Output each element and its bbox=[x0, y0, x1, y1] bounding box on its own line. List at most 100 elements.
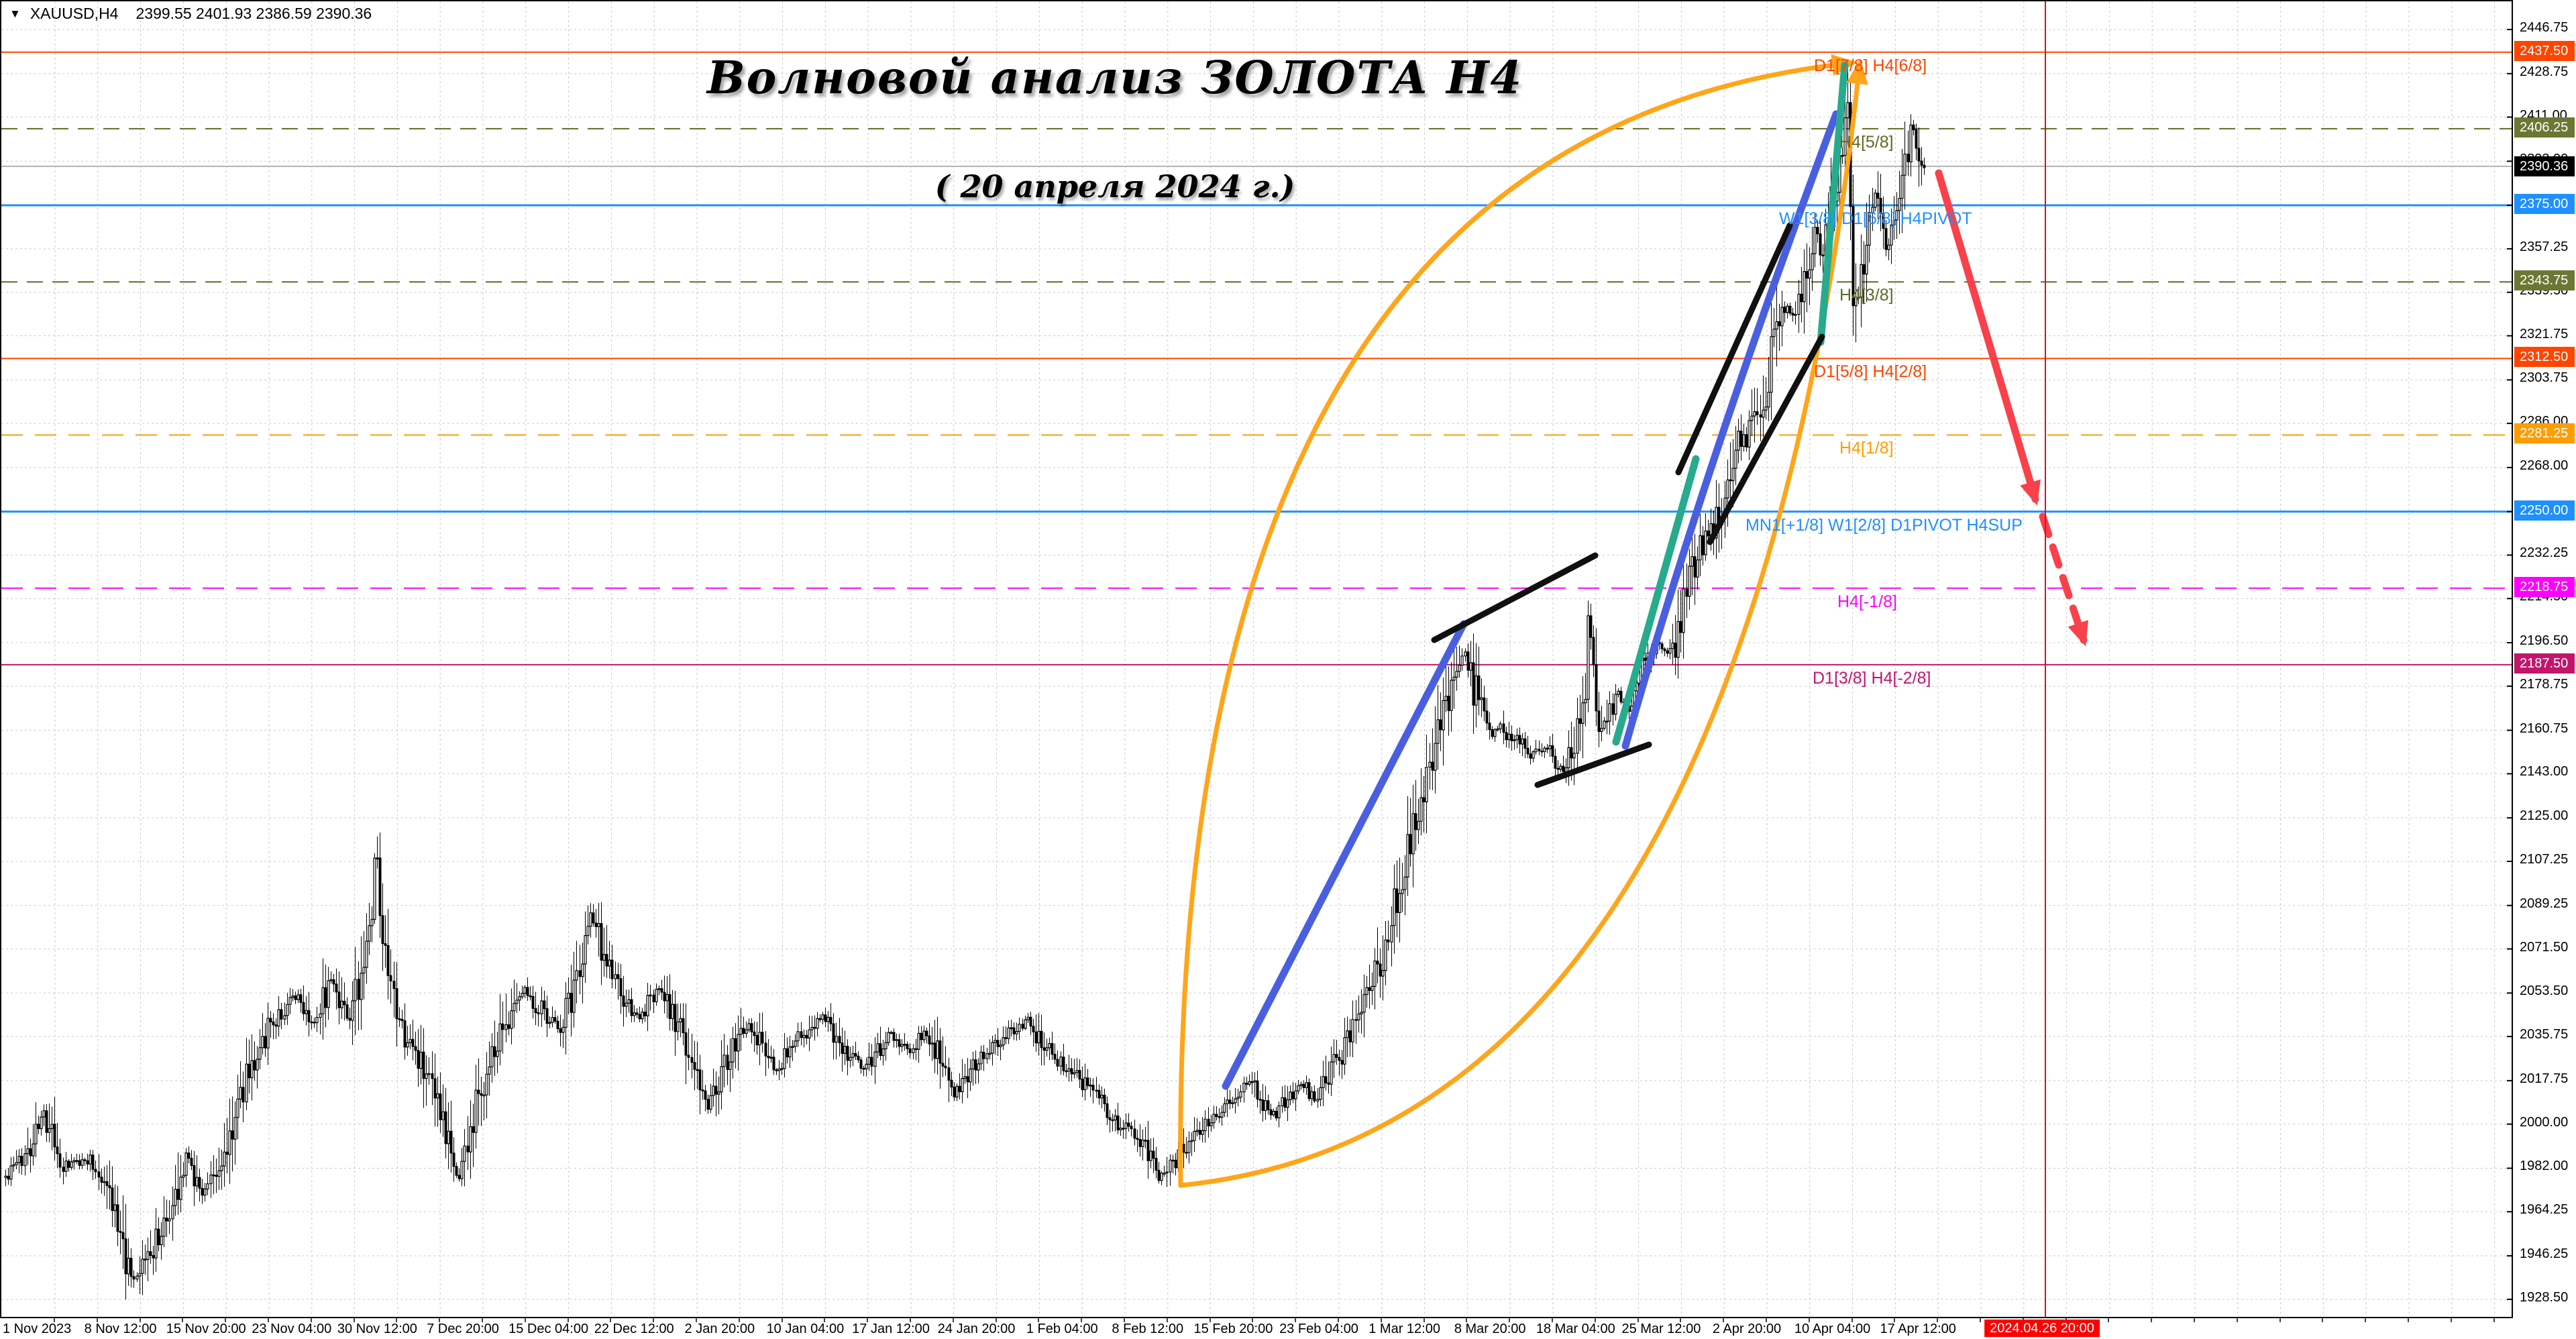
time-axis[interactable]: 1 Nov 2023 8 Nov 12:00 15 Nov 20:00 23 Nov … bbox=[0, 1318, 2576, 1339]
impulse-3-teal-high[interactable] bbox=[1817, 61, 1849, 346]
time-tick-label: 23 Feb 04:00 bbox=[1279, 1322, 1358, 1336]
candlestick-series bbox=[4, 66, 1926, 1300]
time-tick bbox=[1166, 1318, 1168, 1322]
wave-annotations[interactable] bbox=[1178, 1, 2089, 1318]
time-tick-label: 15 Dec 04:00 bbox=[508, 1322, 589, 1336]
symbol-dropdown-icon[interactable]: ▼ bbox=[9, 7, 21, 20]
price-level-badge: 2250.00 bbox=[2514, 500, 2575, 521]
price-tick-label: 2053.50 bbox=[2520, 983, 2569, 999]
ellipse-left-arc[interactable] bbox=[1178, 54, 1858, 1188]
price-tick-label: 2125.00 bbox=[2520, 808, 2569, 824]
price-tick-label: 2107.25 bbox=[2520, 851, 2569, 867]
level-label: D1[7/8] H4[6/8] bbox=[1814, 56, 1927, 75]
quote-line: ▼ XAUUSD,H4 2399.55 2401.93 2386.59 2390.3… bbox=[9, 5, 372, 23]
time-tick-label: 10 Apr 04:00 bbox=[1794, 1322, 1871, 1336]
time-tick-label: 7 Dec 20:00 bbox=[427, 1322, 499, 1336]
time-tick bbox=[1509, 1318, 1511, 1322]
time-tick bbox=[2151, 1318, 2153, 1322]
time-tick bbox=[1380, 1318, 1382, 1322]
page-subtitle: ( 20 апреля 2024 г.) bbox=[934, 168, 1295, 205]
time-tick-label: 24 Jan 20:00 bbox=[937, 1322, 1016, 1336]
price-level-badge: 2187.50 bbox=[2514, 653, 2575, 674]
annotation-title-block: Волновой анализ ЗОЛОТА H4 ( 20 апреля 20… bbox=[665, 51, 1564, 205]
price-level-badge: 2437.50 bbox=[2514, 40, 2575, 61]
time-tick bbox=[1894, 1318, 1896, 1322]
price-level-badge: 2281.25 bbox=[2514, 423, 2575, 444]
time-tick bbox=[1038, 1318, 1040, 1322]
chart-plot-area[interactable]: ▼ XAUUSD,H4 2399.55 2401.93 2386.59 2390.3… bbox=[0, 0, 2513, 1318]
symbol-name: XAUUSD,H4 bbox=[30, 5, 119, 22]
impulse-2-blue[interactable] bbox=[1621, 110, 1840, 750]
ellipse-right-arc[interactable] bbox=[1178, 58, 1868, 1188]
time-tick bbox=[2108, 1318, 2110, 1322]
time-tick bbox=[2236, 1318, 2238, 1322]
time-tick-label: 10 Jan 04:00 bbox=[766, 1322, 845, 1336]
channel-top-march[interactable] bbox=[1431, 552, 1599, 643]
time-tick-label: 30 Nov 12:00 bbox=[337, 1322, 417, 1336]
time-tick bbox=[524, 1318, 526, 1322]
time-tick bbox=[781, 1318, 783, 1322]
time-tick bbox=[1552, 1318, 1553, 1322]
time-tick-label: 15 Nov 20:00 bbox=[166, 1322, 246, 1336]
time-tick-label: 8 Feb 12:00 bbox=[1112, 1322, 1184, 1336]
impulse-1-blue[interactable] bbox=[1222, 620, 1468, 1090]
time-tick bbox=[2279, 1318, 2281, 1322]
price-tick-label: 1928.50 bbox=[2520, 1289, 2569, 1305]
price-tick-label: 2303.75 bbox=[2520, 370, 2569, 386]
price-tick-label: 2160.75 bbox=[2520, 720, 2569, 736]
forecast-down-dashed[interactable] bbox=[2039, 513, 2089, 647]
time-tick bbox=[696, 1318, 697, 1322]
price-tick-label: 2357.25 bbox=[2520, 239, 2569, 254]
price-level-badge: 2390.36 bbox=[2514, 156, 2575, 176]
time-tick bbox=[1766, 1318, 1767, 1322]
price-tick-label: 2035.75 bbox=[2520, 1027, 2569, 1042]
price-level-badge: 2406.25 bbox=[2514, 117, 2575, 138]
time-tick-label: 18 Mar 04:00 bbox=[1536, 1322, 1615, 1336]
impulse-3-teal-low[interactable] bbox=[1612, 455, 1700, 746]
time-tick bbox=[1423, 1318, 1425, 1322]
level-label: H4[5/8] bbox=[1839, 132, 1894, 152]
time-tick bbox=[910, 1318, 911, 1322]
time-tick-label: 22 Dec 12:00 bbox=[594, 1322, 674, 1336]
time-tick-label: 17 Apr 12:00 bbox=[1880, 1322, 1956, 1336]
time-tick bbox=[268, 1318, 269, 1322]
time-tick bbox=[1637, 1318, 1639, 1322]
channel-bottom-april[interactable] bbox=[1707, 333, 1825, 545]
time-tick bbox=[182, 1318, 184, 1322]
quote-ohlc: 2399.55 2401.93 2386.59 2390.36 bbox=[136, 5, 372, 22]
time-tick bbox=[738, 1318, 740, 1322]
price-tick-label: 2071.50 bbox=[2520, 939, 2569, 955]
level-label: H4[1/8] bbox=[1839, 439, 1894, 458]
price-tick-label: 1982.00 bbox=[2520, 1159, 2569, 1174]
price-level-badge: 2218.75 bbox=[2514, 576, 2575, 597]
price-tick-label: 2321.75 bbox=[2520, 326, 2569, 341]
channel-top-april[interactable] bbox=[1675, 222, 1793, 476]
forecast-down-solid[interactable] bbox=[1935, 169, 2041, 506]
time-tick bbox=[1937, 1318, 1939, 1322]
time-tick bbox=[653, 1318, 655, 1322]
level-label: D1[3/8] H4[-2/8] bbox=[1813, 668, 1931, 688]
time-tick-label: 2 Apr 20:00 bbox=[1712, 1322, 1782, 1336]
time-tick-label: 8 Nov 12:00 bbox=[84, 1322, 157, 1336]
level-label: H4[-1/8] bbox=[1837, 592, 1897, 611]
price-tick-label: 2089.25 bbox=[2520, 896, 2569, 911]
channel-bottom-march[interactable] bbox=[1534, 741, 1652, 788]
price-axis[interactable]: 2446.752428.752411.002393.002375.002357.… bbox=[2513, 0, 2576, 1317]
time-tick-label: 8 Mar 20:00 bbox=[1454, 1322, 1526, 1336]
price-tick-label: 2000.00 bbox=[2520, 1114, 2569, 1130]
time-tick bbox=[396, 1318, 398, 1322]
time-tick bbox=[2365, 1318, 2367, 1322]
price-tick-label: 2143.00 bbox=[2520, 764, 2569, 780]
time-tick bbox=[310, 1318, 312, 1322]
price-tick-label: 2017.75 bbox=[2520, 1071, 2569, 1086]
time-tick bbox=[2322, 1318, 2324, 1322]
price-tick-label: 2178.75 bbox=[2520, 676, 2569, 692]
time-tick-label: 1 Feb 04:00 bbox=[1026, 1322, 1098, 1336]
time-tick bbox=[482, 1318, 483, 1322]
time-tick bbox=[1851, 1318, 1853, 1322]
level-label: D1[5/8] H4[2/8] bbox=[1814, 362, 1927, 382]
page-title: Волновой анализ ЗОЛОТА H4 bbox=[706, 51, 1523, 104]
time-tick bbox=[439, 1318, 441, 1322]
price-tick-label: 2428.75 bbox=[2520, 64, 2569, 79]
